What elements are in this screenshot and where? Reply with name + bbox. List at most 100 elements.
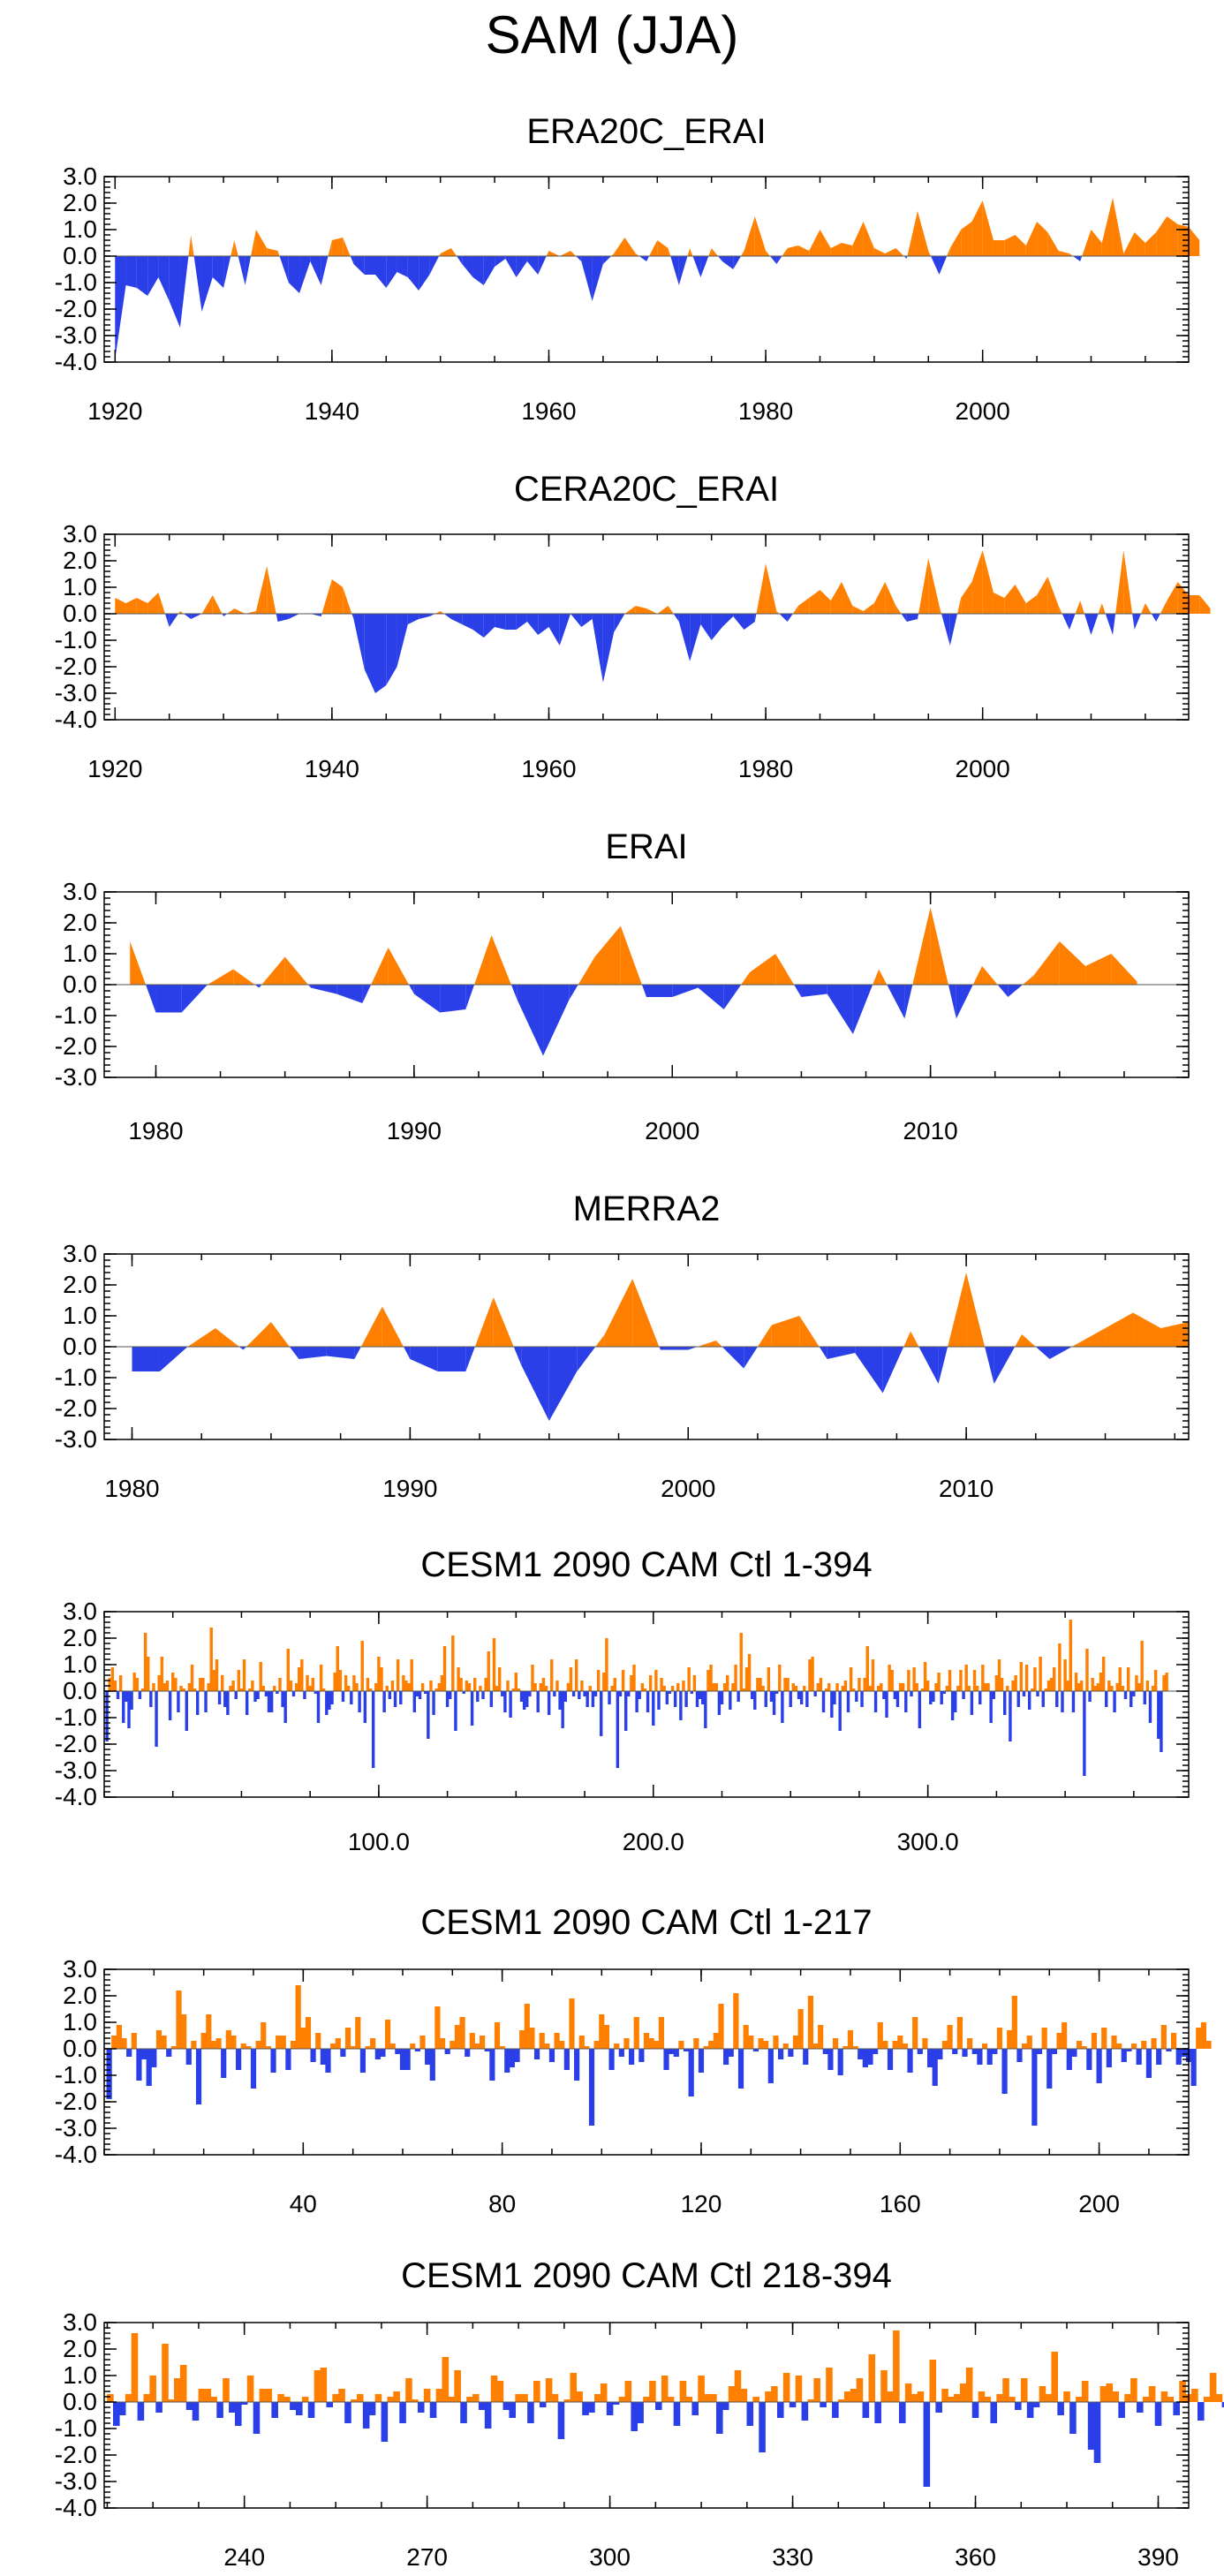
plot-frame xyxy=(103,2322,1190,2509)
data-bar xyxy=(193,1688,197,1691)
area-segment xyxy=(1111,954,1137,985)
data-bar xyxy=(1126,2049,1132,2051)
data-bar xyxy=(772,1691,776,1715)
data-bar xyxy=(773,2036,779,2049)
data-bar xyxy=(797,1691,801,1699)
data-bar xyxy=(832,2402,839,2418)
data-bar xyxy=(923,2402,931,2487)
x-tick-label: 1940 xyxy=(305,755,359,782)
data-bar xyxy=(856,2378,864,2402)
data-bar xyxy=(490,2376,498,2402)
data-bar xyxy=(122,1691,125,1723)
area-segment xyxy=(993,593,1005,614)
data-bar xyxy=(959,1670,963,1691)
area-segment xyxy=(711,248,719,256)
data-bar xyxy=(729,1691,732,1710)
area-segment xyxy=(548,1347,578,1421)
data-bar xyxy=(948,2397,955,2402)
data-bar xyxy=(767,1667,771,1691)
area-segment xyxy=(1069,253,1074,256)
data-bar xyxy=(1011,1681,1015,1691)
data-bar xyxy=(718,2004,724,2049)
data-bar xyxy=(885,1691,888,1718)
area-segment xyxy=(624,606,636,614)
area-segment xyxy=(1132,614,1135,630)
data-bar xyxy=(1044,1688,1048,1691)
y-tick-label: 0.0 xyxy=(63,2388,97,2415)
data-bar xyxy=(627,1691,631,1696)
area-segment xyxy=(259,985,262,988)
data-bar xyxy=(151,2049,157,2067)
data-bar xyxy=(932,2049,938,2086)
area-segment xyxy=(407,614,419,624)
area-segment xyxy=(132,1347,160,1371)
data-bar xyxy=(967,1686,971,1691)
data-bar xyxy=(212,1670,216,1691)
area-segment xyxy=(660,1347,689,1350)
data-bar xyxy=(1069,2402,1077,2434)
data-bar xyxy=(529,2028,535,2049)
data-bar xyxy=(459,1678,463,1691)
area-segment xyxy=(321,579,332,614)
data-bar xyxy=(1124,2394,1131,2402)
area-segment xyxy=(1015,1334,1023,1347)
data-bar xyxy=(215,2038,222,2049)
area-segment xyxy=(885,248,896,256)
panel-title: MERRA2 xyxy=(573,1190,721,1228)
y-tick-label: 3.0 xyxy=(63,2308,97,2336)
data-bar xyxy=(245,1691,249,1715)
area-segment xyxy=(852,222,864,256)
data-bar xyxy=(539,1683,543,1691)
area-segment xyxy=(403,1347,411,1359)
data-bar xyxy=(1069,1620,1073,1691)
data-bar xyxy=(419,2036,426,2049)
data-bar xyxy=(594,2394,601,2402)
data-bar xyxy=(465,1681,469,1691)
area-segment xyxy=(646,985,673,997)
data-bar xyxy=(643,2397,650,2402)
data-bar xyxy=(782,2043,789,2049)
data-bar xyxy=(147,1657,150,1691)
data-bar xyxy=(265,2389,273,2402)
area-segment xyxy=(521,1347,549,1421)
data-bar xyxy=(136,2049,142,2081)
data-bar xyxy=(997,1659,1001,1691)
data-bar xyxy=(1081,2046,1087,2049)
data-bar xyxy=(586,1691,589,1707)
data-bar xyxy=(950,1691,955,1720)
data-bar xyxy=(683,2049,690,2051)
x-tick-label: 270 xyxy=(406,2543,448,2571)
data-bar xyxy=(1014,1675,1017,1691)
data-bar xyxy=(603,2025,610,2049)
area-segment xyxy=(289,1347,299,1359)
data-bar xyxy=(356,2394,364,2402)
data-bar xyxy=(959,2383,967,2402)
data-bar xyxy=(698,2376,705,2402)
data-bar xyxy=(231,1681,235,1691)
area-segment xyxy=(882,1347,904,1394)
data-bar xyxy=(1015,2402,1022,2410)
data-bar xyxy=(660,1678,663,1691)
y-tick-label: -1.0 xyxy=(55,2414,97,2442)
data-bar xyxy=(781,1691,784,1723)
area-segment xyxy=(191,614,202,619)
area-segment xyxy=(776,611,780,614)
data-bar xyxy=(600,2383,608,2402)
x-tick-label: 390 xyxy=(1137,2543,1179,2571)
area-segment xyxy=(1084,614,1092,635)
area-segment xyxy=(243,1347,246,1350)
data-bar xyxy=(290,2041,297,2049)
data-bar xyxy=(907,1670,910,1691)
data-bar xyxy=(1027,1691,1031,1710)
area-segment xyxy=(548,614,560,646)
data-bar xyxy=(1215,2394,1223,2402)
area-segment xyxy=(298,1347,327,1359)
data-bar xyxy=(344,1675,348,1691)
area-segment xyxy=(918,211,929,256)
data-bar xyxy=(206,2014,212,2049)
y-tick-label: 2.0 xyxy=(63,909,97,936)
area-segment xyxy=(1189,595,1200,614)
area-segment xyxy=(407,256,419,291)
data-bar xyxy=(904,1691,908,1712)
y-tick-label: 2.0 xyxy=(63,1271,97,1298)
